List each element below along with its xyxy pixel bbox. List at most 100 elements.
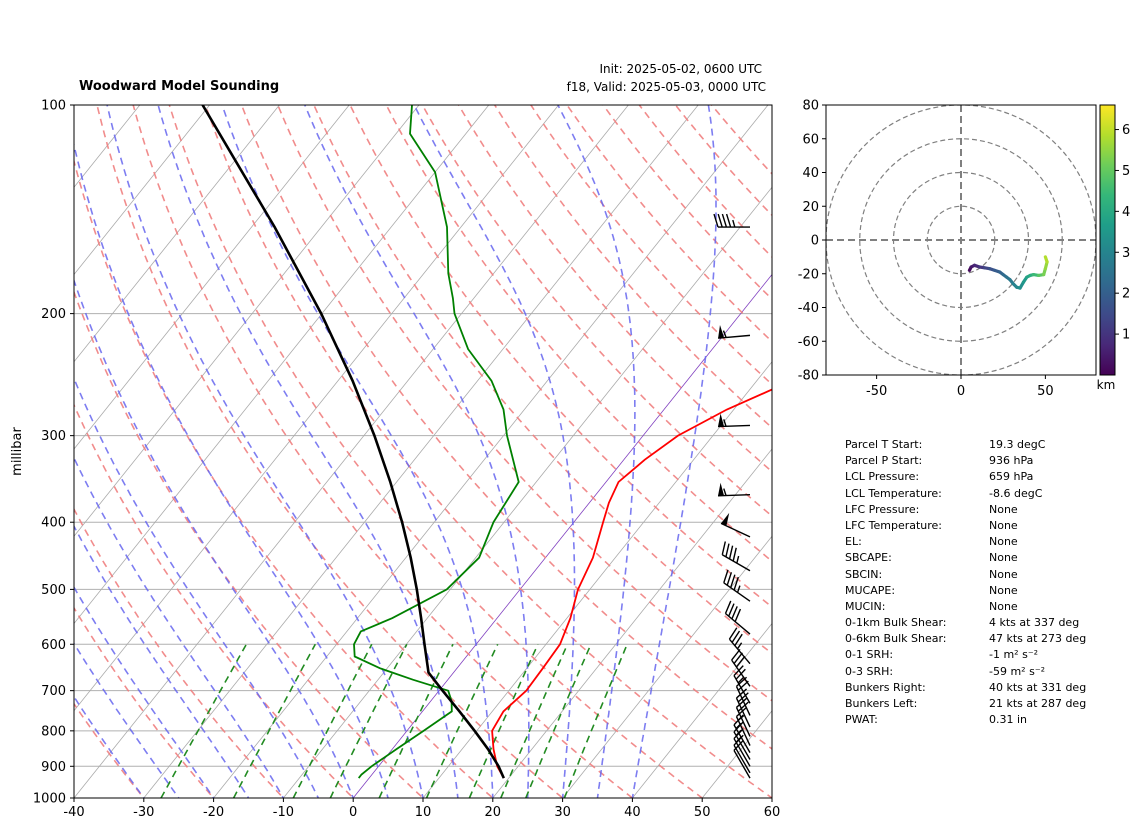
mixing-ratio-line (468, 643, 539, 798)
parameter-label: 0-3 SRH: (845, 664, 894, 678)
moist-adiabat (74, 585, 215, 798)
wind-barb-half (732, 219, 736, 228)
moist-adiabat (74, 456, 285, 798)
isotherm (282, 186, 772, 798)
hodograph-y-tick-label: -60 (798, 335, 819, 350)
parameter-label: MUCAPE: (845, 583, 896, 597)
wind-barb-full (726, 572, 733, 586)
x-tick-label: -20 (203, 805, 224, 820)
wind-barb-shaft (723, 582, 751, 602)
skewt-chart: -40 -30 -20 -10 0 10 20 30 40 50 60 1000 900 800 700 60… (10, 99, 781, 821)
colorbar-tick-label: 2 (1122, 287, 1130, 302)
wind-barb-full (735, 668, 746, 680)
mixing-ratio-line (292, 643, 373, 798)
hodograph-plot-area (826, 105, 1096, 375)
wind-barb-flag (720, 512, 730, 526)
hodograph-y-tick-label: 20 (802, 200, 819, 215)
hodograph-y-tick-label: 0 (811, 234, 819, 249)
wind-barb-shaft (735, 716, 751, 746)
dry-adiabat (638, 105, 772, 259)
wind-barb-shaft (735, 697, 751, 728)
wind-barb-full (735, 655, 746, 668)
wind-barb-half (722, 330, 727, 338)
wind-barb-full (725, 213, 732, 228)
dry-adiabat (457, 105, 772, 473)
parameter-value: 19.3 degC (989, 438, 1046, 451)
wind-barb-half (736, 585, 741, 593)
wind-barb (717, 482, 751, 497)
parameter-label: 0-1km Bulk Shear: (845, 616, 947, 630)
isotherm (631, 622, 772, 798)
wind-barb (720, 512, 751, 538)
y-tick-label: 1000 (33, 792, 66, 807)
x-tick-label: -40 (63, 805, 84, 820)
parameter-label: EL: (845, 535, 862, 549)
colorbar-tick-label: 1 (1122, 328, 1130, 343)
dry-adiabat (602, 105, 772, 301)
wind-barb-shaft (720, 522, 751, 538)
hodograph-y-tick-label: 60 (802, 132, 819, 147)
hodograph-y-tick-label: -20 (798, 267, 819, 282)
dry-adiabat (313, 105, 772, 655)
wind-barb-full (725, 543, 730, 558)
wind-barb (713, 213, 750, 228)
wind-barb-flag (718, 413, 725, 427)
wind-barb-half (723, 488, 727, 496)
dry-adiabat (96, 105, 564, 798)
wind-barb (728, 627, 751, 665)
wind-barb-half (723, 419, 727, 427)
isotherm (74, 105, 629, 798)
isotherm (562, 535, 772, 798)
wind-barb-full (731, 606, 738, 620)
moist-adiabat (106, 105, 424, 798)
wind-barb (717, 413, 751, 428)
x-tick-label: 40 (624, 805, 641, 820)
parameter-value: None (989, 583, 1018, 597)
moist-adiabat (157, 105, 459, 798)
x-tick-label: 20 (485, 805, 502, 820)
isotherm (74, 105, 350, 450)
parameter-value: 659 hPa (989, 470, 1034, 484)
isotherm (74, 105, 420, 537)
y-tick-label: 900 (41, 760, 66, 775)
dry-adiabat (74, 289, 425, 798)
x-tick-label: 50 (694, 805, 711, 820)
x-tick-label: -30 (133, 805, 154, 820)
wind-barb (733, 665, 751, 704)
wind-barb-full (728, 603, 735, 617)
parameter-label: Parcel P Start: (845, 454, 923, 468)
wind-barb-full (731, 630, 741, 643)
mixing-ratio-line (525, 643, 592, 798)
wind-barb-half (737, 677, 744, 684)
wind-barb (723, 569, 751, 602)
hodograph-x-tick-label: 0 (957, 384, 965, 399)
dry-adiabat (349, 105, 772, 608)
parameter-label: 0-6km Bulk Shear: (845, 632, 947, 646)
wind-barb-half (736, 555, 740, 564)
moist-adiabat (631, 105, 717, 798)
dry-adiabat (168, 105, 704, 798)
y-tick-label: 300 (41, 429, 66, 444)
moist-adiabat (74, 695, 145, 798)
y-tick-label: 600 (41, 638, 66, 653)
mixing-ratio-line (500, 643, 569, 798)
parameter-label: LFC Temperature: (845, 518, 943, 532)
moist-adiabat (74, 524, 250, 798)
skewt-plot-area (74, 105, 772, 798)
wind-barb-full (737, 692, 749, 703)
hodograph-y-tick-label: -40 (798, 301, 819, 316)
wind-barb-half (736, 642, 743, 650)
moist-adiabat (221, 105, 494, 798)
wind-barb-shaft (728, 638, 751, 665)
moist-adiabat (74, 278, 355, 798)
valid-time: f18, Valid: 2025-05-03, 0000 UTC (566, 80, 766, 94)
wind-barb-full (733, 576, 739, 591)
isotherm (422, 361, 772, 798)
wind-barb-full (734, 608, 742, 622)
wind-barb-shaft (721, 554, 751, 572)
wind-barb (733, 734, 751, 774)
x-tick-label: 60 (764, 805, 781, 820)
wind-barb-full (736, 676, 748, 687)
y-tick-label: 500 (41, 583, 66, 598)
dry-adiabat (276, 105, 772, 702)
